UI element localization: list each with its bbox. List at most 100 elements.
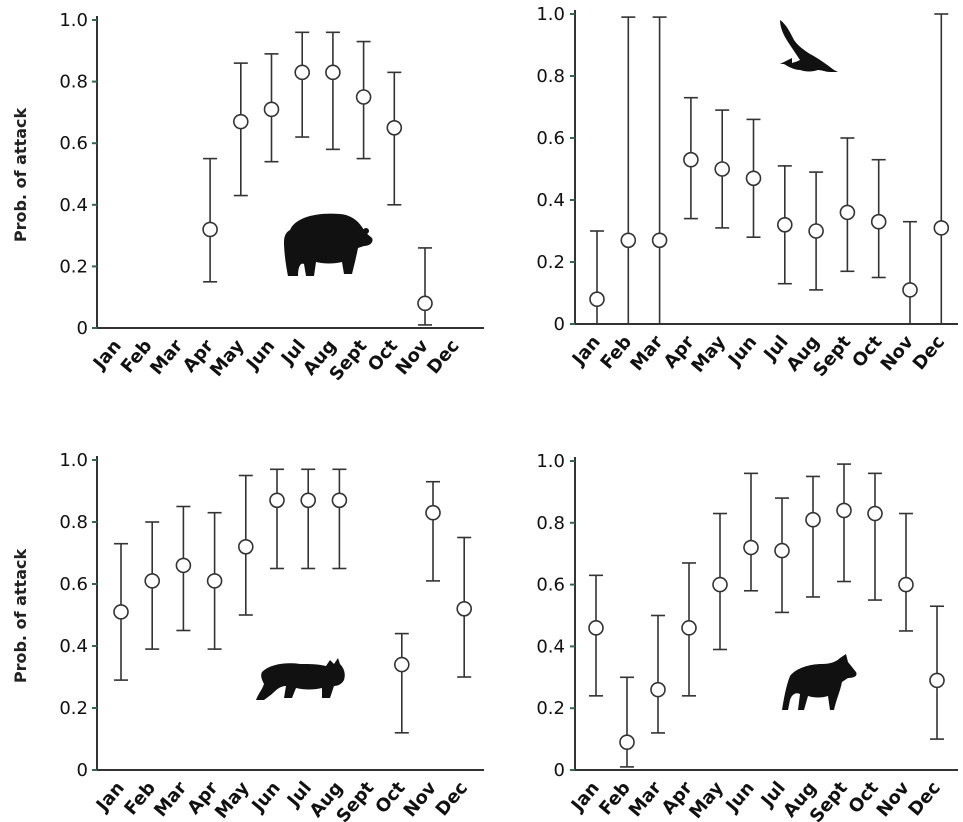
x-tick-label: Mar	[150, 778, 191, 821]
y-tick-label: 0.2	[536, 698, 565, 719]
x-tick-label: Feb	[117, 336, 157, 378]
y-tick-label: 0.2	[59, 256, 88, 277]
y-tick-label: 0.4	[59, 195, 88, 216]
x-tick-label: Feb	[596, 332, 636, 374]
data-point	[425, 504, 441, 521]
y-tick-label: 1.0	[59, 10, 88, 31]
data-point	[929, 672, 945, 689]
data-point	[393, 656, 410, 673]
data-point	[456, 600, 473, 617]
data-point	[331, 492, 348, 509]
y-tick-label: 0.6	[59, 574, 88, 595]
x-tick-label: May	[687, 332, 730, 377]
x-tick-label: Feb	[120, 778, 160, 820]
y-tick-label: 0.6	[536, 128, 565, 149]
data-point	[386, 120, 403, 136]
y-tick-label: 0.8	[536, 513, 565, 534]
x-tick-label: Jun	[723, 332, 761, 372]
x-tick-label: Dec	[432, 778, 472, 820]
lynx-panel: Prob. of attack 00.20.40.60.81.0JanFebMa…	[11, 450, 484, 822]
data-point	[774, 542, 790, 559]
data-point	[902, 282, 918, 298]
y-tick-label: 0.4	[536, 190, 565, 211]
data-point	[898, 576, 914, 593]
data-point	[325, 64, 341, 81]
data-point	[355, 89, 372, 105]
data-point	[175, 557, 192, 574]
y-axis-label: Prob. of attack	[11, 108, 30, 243]
x-tick-label: Feb	[595, 778, 635, 820]
data-point	[776, 217, 793, 233]
data-point	[619, 734, 635, 750]
y-tick-label: 0	[554, 314, 565, 335]
y-tick-label: 0.6	[59, 133, 88, 154]
eagle-panel: 00.20.40.60.81.0JanFebMarAprMayJunJulAug…	[536, 4, 958, 381]
data-point	[113, 604, 129, 620]
x-tick-label: Dec	[423, 336, 463, 378]
data-point	[933, 220, 950, 236]
data-point	[650, 681, 666, 698]
y-tick-label: 0.2	[59, 698, 88, 719]
data-point	[745, 170, 762, 187]
data-point	[712, 576, 728, 593]
x-tick-label: Jan	[91, 778, 129, 817]
x-tick-label: Jun	[721, 778, 759, 818]
data-point	[202, 221, 218, 238]
data-point	[743, 539, 759, 556]
data-point	[681, 620, 697, 636]
wolf-icon	[782, 654, 857, 710]
data-point	[206, 573, 223, 589]
lynx-icon	[256, 658, 345, 700]
x-tick-label: Jan	[88, 336, 126, 375]
x-tick-label: May	[211, 778, 254, 822]
x-tick-label: Nov	[873, 778, 914, 822]
x-tick-label: Nov	[392, 336, 433, 380]
x-tick-label: Jan	[567, 332, 605, 371]
data-point	[808, 223, 824, 239]
y-tick-label: 0.8	[59, 512, 88, 533]
y-tick-label: 1.0	[536, 4, 565, 25]
data-point	[683, 151, 699, 168]
y-tick-label: 0.6	[536, 575, 565, 596]
bear-icon	[284, 213, 373, 276]
y-tick-label: 0	[554, 760, 565, 781]
x-tick-label: May	[206, 336, 249, 381]
data-point	[300, 492, 317, 509]
y-tick-label: 1.0	[536, 451, 565, 472]
data-point	[269, 492, 285, 509]
data-point	[417, 295, 433, 312]
x-tick-label: Dec	[909, 332, 949, 374]
data-point	[263, 101, 280, 118]
y-tick-label: 0.4	[536, 636, 565, 657]
x-tick-label: Mar	[146, 336, 187, 379]
wolf-panel: 00.20.40.60.81.0JanFebMarAprMayJunJulAug…	[536, 451, 958, 822]
y-tick-label: 1.0	[59, 450, 88, 471]
data-point	[588, 620, 604, 636]
bear-panel: Prob. of attack 00.20.40.60.81.0JanFebMa…	[11, 10, 484, 385]
y-tick-label: 0.8	[536, 66, 565, 87]
y-tick-label: 0.4	[59, 636, 88, 657]
y-axis-label: Prob. of attack	[11, 549, 30, 684]
y-tick-label: 0	[77, 318, 88, 339]
x-tick-label: Jun	[247, 778, 285, 818]
data-point	[620, 232, 637, 249]
x-tick-label: Nov	[877, 332, 918, 376]
y-tick-label: 0	[77, 760, 88, 781]
data-point	[805, 511, 821, 528]
data-point	[294, 64, 311, 81]
x-tick-label: Nov	[400, 778, 441, 822]
x-tick-label: May	[685, 778, 728, 822]
data-point	[836, 502, 852, 519]
data-point	[714, 161, 731, 177]
x-tick-label: Dec	[904, 778, 944, 820]
data-point	[589, 291, 605, 308]
data-point	[651, 232, 668, 249]
x-tick-label: Jun	[241, 336, 279, 376]
data-point	[144, 573, 160, 589]
x-tick-label: Jan	[566, 778, 604, 817]
eagle-icon	[780, 20, 838, 72]
data-point	[870, 213, 887, 230]
data-point	[839, 204, 856, 221]
y-tick-label: 0.2	[536, 252, 565, 273]
